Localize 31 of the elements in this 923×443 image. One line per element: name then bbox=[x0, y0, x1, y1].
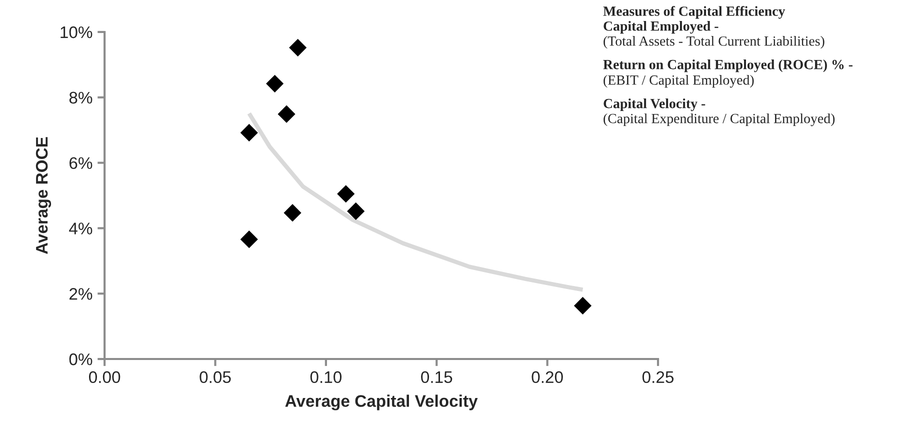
annotation: (Total Assets - Total Current Liabilities) bbox=[604, 36, 824, 49]
point bbox=[278, 105, 296, 123]
point bbox=[289, 38, 307, 56]
y-axis-title: Average ROCE bbox=[36, 137, 52, 254]
x-tick-label: 0.25 bbox=[642, 371, 674, 384]
annotation: (EBIT / Capital Employed) bbox=[604, 74, 754, 88]
x-tick-label: 0.20 bbox=[532, 371, 563, 384]
y-tick-label: 6% bbox=[70, 157, 92, 169]
text: Measures of Capital Efficiency bbox=[603, 6, 786, 19]
point bbox=[574, 296, 592, 314]
x-tick-label: 0.15 bbox=[421, 371, 452, 384]
point bbox=[240, 124, 258, 142]
x-tick-label: 0.00 bbox=[89, 371, 120, 384]
annotation: Capital Velocity - bbox=[604, 98, 706, 112]
y-tick-label: 4% bbox=[69, 222, 92, 234]
y-tick-label: 8% bbox=[69, 92, 92, 104]
y-tick-label: 10% bbox=[60, 26, 92, 38]
y-tick-label: 0% bbox=[69, 353, 92, 366]
annotation: Return on Capital Employed (ROCE) % - bbox=[603, 59, 852, 72]
y-tick-label: 2% bbox=[70, 288, 92, 300]
annotation: (Capital Expenditure / Capital Employed) bbox=[604, 113, 835, 126]
point bbox=[347, 202, 365, 220]
annotation: Capital Employed - bbox=[604, 21, 718, 34]
line-series bbox=[247, 111, 585, 292]
x-tick-label: 0.10 bbox=[310, 371, 342, 384]
point bbox=[240, 230, 258, 248]
x-tick-label: 0.05 bbox=[200, 371, 231, 384]
point bbox=[284, 204, 302, 222]
x-axis-title: Average Capital Velocity bbox=[285, 394, 478, 410]
point bbox=[337, 185, 355, 203]
point bbox=[266, 74, 284, 92]
